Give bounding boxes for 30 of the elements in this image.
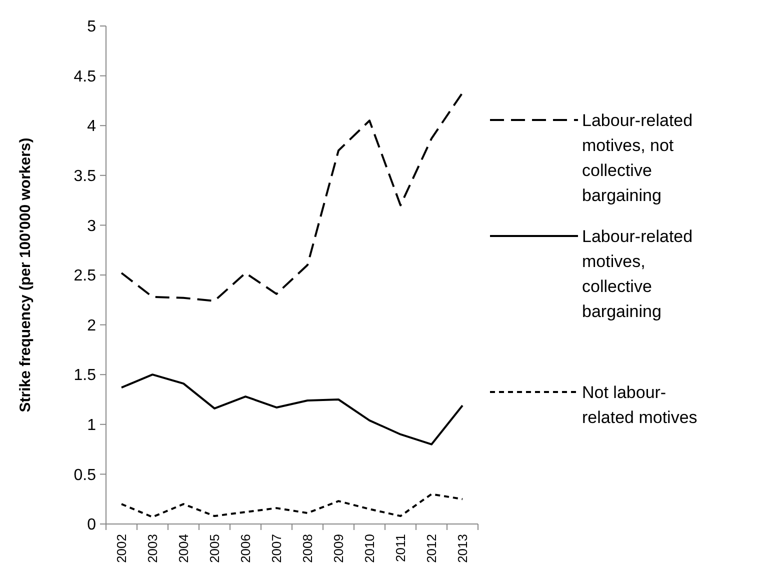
x-tick-label: 2013 bbox=[455, 534, 470, 563]
y-tick-label: 1 bbox=[87, 417, 96, 434]
x-tick-label: 2009 bbox=[331, 534, 346, 563]
text: Labour-related motives, collective bargaining bbox=[582, 226, 693, 321]
text: Labour-related motives, not collective bargaining bbox=[582, 110, 693, 205]
y-axis-title: Strike frequency (per 100'000 workers) bbox=[17, 138, 34, 412]
text: Not labour-related motives bbox=[582, 382, 698, 427]
y-tick-label: 1.5 bbox=[74, 367, 96, 384]
x-tick-label: 2003 bbox=[145, 534, 160, 563]
x-tick-label: 2011 bbox=[393, 534, 408, 562]
y-tick-label: 2 bbox=[87, 317, 96, 334]
y-tick-label: 0 bbox=[87, 516, 96, 534]
x-tick-label: 2012 bbox=[424, 534, 440, 563]
x-tick-label: 2010 bbox=[362, 534, 378, 563]
y-tick-label: 5 bbox=[87, 18, 96, 36]
line-series bbox=[120, 374, 464, 446]
x-tick-label: 2004 bbox=[176, 534, 192, 563]
y-tick-label: 4.5 bbox=[74, 68, 96, 86]
x-tick-label: 2006 bbox=[238, 534, 254, 563]
line-series bbox=[120, 493, 464, 518]
y-tick-label: 3 bbox=[87, 218, 96, 235]
line-series bbox=[120, 92, 464, 302]
y-tick-label: 2.5 bbox=[74, 268, 96, 285]
y-tick-label: 4 bbox=[87, 118, 96, 136]
x-tick-label: 2007 bbox=[269, 534, 284, 563]
x-tick-label: 2008 bbox=[300, 534, 316, 563]
x-tick-label: 2005 bbox=[207, 534, 222, 563]
y-tick-label: 3.5 bbox=[74, 168, 96, 185]
y-tick-label: 0.5 bbox=[74, 466, 96, 484]
x-tick-label: 2002 bbox=[114, 534, 130, 563]
